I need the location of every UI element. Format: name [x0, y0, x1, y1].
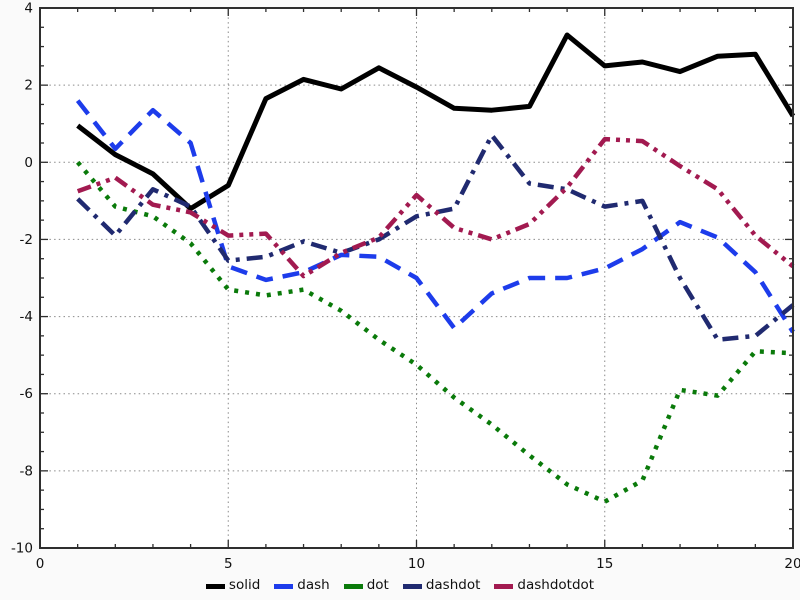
- legend-label: dash: [297, 577, 330, 594]
- plot-frame: [39, 7, 794, 549]
- legend: solid dash dot dashdot dashdotdot: [0, 576, 800, 596]
- legend-swatch-dashdotdot: [494, 583, 514, 589]
- y-tick-label: -8: [20, 463, 33, 479]
- y-tick-label: 2: [24, 78, 33, 94]
- x-tick-label: 15: [596, 556, 613, 572]
- y-tick-label: -10: [11, 541, 33, 557]
- x-tick-label: 20: [784, 556, 800, 572]
- legend-item-dash: dash: [274, 577, 330, 594]
- x-tick-label: 0: [36, 556, 45, 572]
- legend-item-dashdot: dashdot: [402, 577, 481, 594]
- y-tick-label: -4: [20, 309, 33, 325]
- legend-label: dashdot: [425, 577, 481, 594]
- legend-label: solid: [228, 577, 261, 594]
- y-tick-label: 4: [24, 1, 33, 17]
- y-tick-label: -2: [20, 232, 33, 248]
- y-tick-label: -6: [20, 386, 33, 402]
- series-line-dot: [75, 160, 794, 504]
- series-line-dash: [75, 99, 795, 334]
- legend-swatch-dashdot: [402, 583, 422, 589]
- series-line-dashdot: [76, 133, 795, 342]
- legend-item-dot: dot: [343, 577, 389, 594]
- legend-swatch-dot: [343, 583, 363, 589]
- legend-label: dashdotdot: [517, 577, 595, 594]
- legend-swatch-dash: [274, 583, 294, 589]
- x-tick-label: 10: [408, 556, 425, 572]
- series-line-dashdotdot: [76, 136, 795, 279]
- y-tick-label: 0: [24, 155, 33, 171]
- x-tick-label: 5: [224, 556, 233, 572]
- series-line-solid: [76, 32, 796, 212]
- legend-label: dot: [366, 577, 389, 594]
- legend-swatch-solid: [205, 583, 225, 589]
- legend-item-dashdotdot: dashdotdot: [494, 579, 594, 593]
- legend-item-solid: solid: [205, 577, 261, 594]
